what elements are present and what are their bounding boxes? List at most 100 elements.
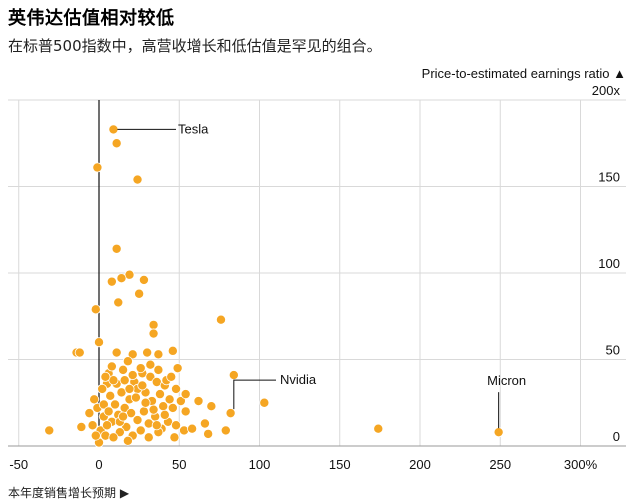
scatter-point	[94, 337, 105, 348]
scatter-point	[259, 397, 270, 408]
chart-title: 英伟达估值相对较低	[8, 8, 175, 29]
scatter-point	[373, 423, 384, 434]
scatter-point	[151, 420, 162, 431]
x-tick-label: -50	[9, 457, 28, 472]
scatter-point	[153, 364, 164, 375]
scatter-point	[90, 430, 101, 441]
scatter-point	[215, 314, 226, 325]
scatter-point	[153, 349, 164, 360]
scatter-point	[137, 380, 148, 391]
scatter-point	[44, 425, 55, 436]
scatter-point	[148, 328, 159, 339]
scatter-point	[108, 432, 119, 443]
scatter-point	[106, 276, 117, 287]
scatter-point	[171, 420, 182, 431]
scatter-point	[97, 383, 108, 394]
x-tick-label: 250	[489, 457, 511, 472]
scatter-point	[145, 359, 156, 370]
scatter-point	[166, 371, 177, 382]
scatter-point	[105, 390, 116, 401]
scatter-point	[121, 421, 132, 432]
scatter-point	[103, 406, 114, 417]
x-tick-label: 150	[329, 457, 351, 472]
scatter-point	[180, 406, 191, 417]
scatter-point	[167, 345, 178, 356]
scatter-point	[138, 406, 149, 417]
scatter-point	[74, 347, 85, 358]
scatter-point	[111, 347, 122, 358]
scatter-point	[132, 415, 143, 426]
scatter-point	[175, 396, 186, 407]
scatter-point	[110, 399, 121, 410]
scatter-point	[164, 394, 175, 405]
scatter-point	[220, 425, 231, 436]
scatter-point	[140, 397, 151, 408]
scatter-point	[84, 408, 95, 419]
y-tick-label: 200x	[592, 83, 621, 98]
scatter-point	[106, 361, 117, 372]
scatter-point	[493, 427, 504, 438]
scatter-point	[138, 274, 149, 285]
x-tick-label: 50	[172, 457, 186, 472]
scatter-point	[206, 401, 217, 412]
scatter-point	[179, 425, 190, 436]
y-tick-label: 100	[598, 256, 620, 271]
scatter-point	[124, 383, 135, 394]
scatter-point	[145, 371, 156, 382]
scatter-point	[119, 375, 130, 386]
y-tick-label: 50	[606, 343, 620, 358]
scatter-point	[158, 401, 169, 412]
scatter-point	[203, 428, 214, 439]
scatter-point	[111, 138, 122, 149]
y-tick-label: 0	[613, 429, 620, 444]
scatter-point	[169, 432, 180, 443]
scatter-point	[225, 408, 236, 419]
y-axis-label: Price-to-estimated earnings ratio ▲	[422, 66, 626, 81]
scatter-point	[143, 432, 154, 443]
scatter-point	[171, 383, 182, 394]
scatter-point	[113, 297, 124, 308]
scatter-point	[92, 162, 103, 173]
scatter-point	[154, 389, 165, 400]
scatter-point	[159, 409, 170, 420]
annotation-label: Tesla	[178, 121, 209, 136]
scatter-point	[228, 370, 239, 381]
scatter-point	[90, 304, 101, 315]
x-tick-label: 0	[95, 457, 102, 472]
scatter-point	[148, 319, 159, 330]
scatter-point	[127, 370, 138, 381]
scatter-point	[167, 402, 178, 413]
x-tick-label: 200	[409, 457, 431, 472]
chart-subtitle: 在标普500指数中，高营收增长和低估值是罕见的组合。	[8, 37, 382, 55]
y-tick-label: 150	[598, 170, 620, 185]
scatter-point	[76, 421, 87, 432]
annotation-label: Nvidia	[280, 372, 317, 387]
scatter-point	[108, 124, 119, 135]
x-tick-label: 100	[249, 457, 271, 472]
scatter-point	[118, 364, 129, 375]
scatter-point	[193, 396, 204, 407]
x-tick-label: 300%	[564, 457, 598, 472]
scatter-point	[111, 243, 122, 254]
scatter-point	[180, 389, 191, 400]
scatter-point	[87, 420, 98, 431]
annotation-leader	[233, 379, 276, 410]
scatter-point	[187, 423, 198, 434]
scatter-point	[199, 418, 210, 429]
scatter-point	[172, 363, 183, 374]
scatter-point	[116, 273, 127, 284]
scatter-point	[135, 363, 146, 374]
x-axis-label: 本年度销售增长预期 ▶	[8, 486, 130, 500]
scatter-point	[114, 427, 125, 438]
scatter-point	[122, 435, 133, 446]
scatter-point	[127, 349, 138, 360]
scatter-point	[102, 420, 113, 431]
scatter-point	[134, 288, 145, 299]
annotation-label: Micron	[487, 373, 526, 388]
scatter-point	[100, 371, 111, 382]
scatter-point	[132, 174, 143, 185]
scatter-point	[118, 411, 129, 422]
scatter-point	[98, 399, 109, 410]
